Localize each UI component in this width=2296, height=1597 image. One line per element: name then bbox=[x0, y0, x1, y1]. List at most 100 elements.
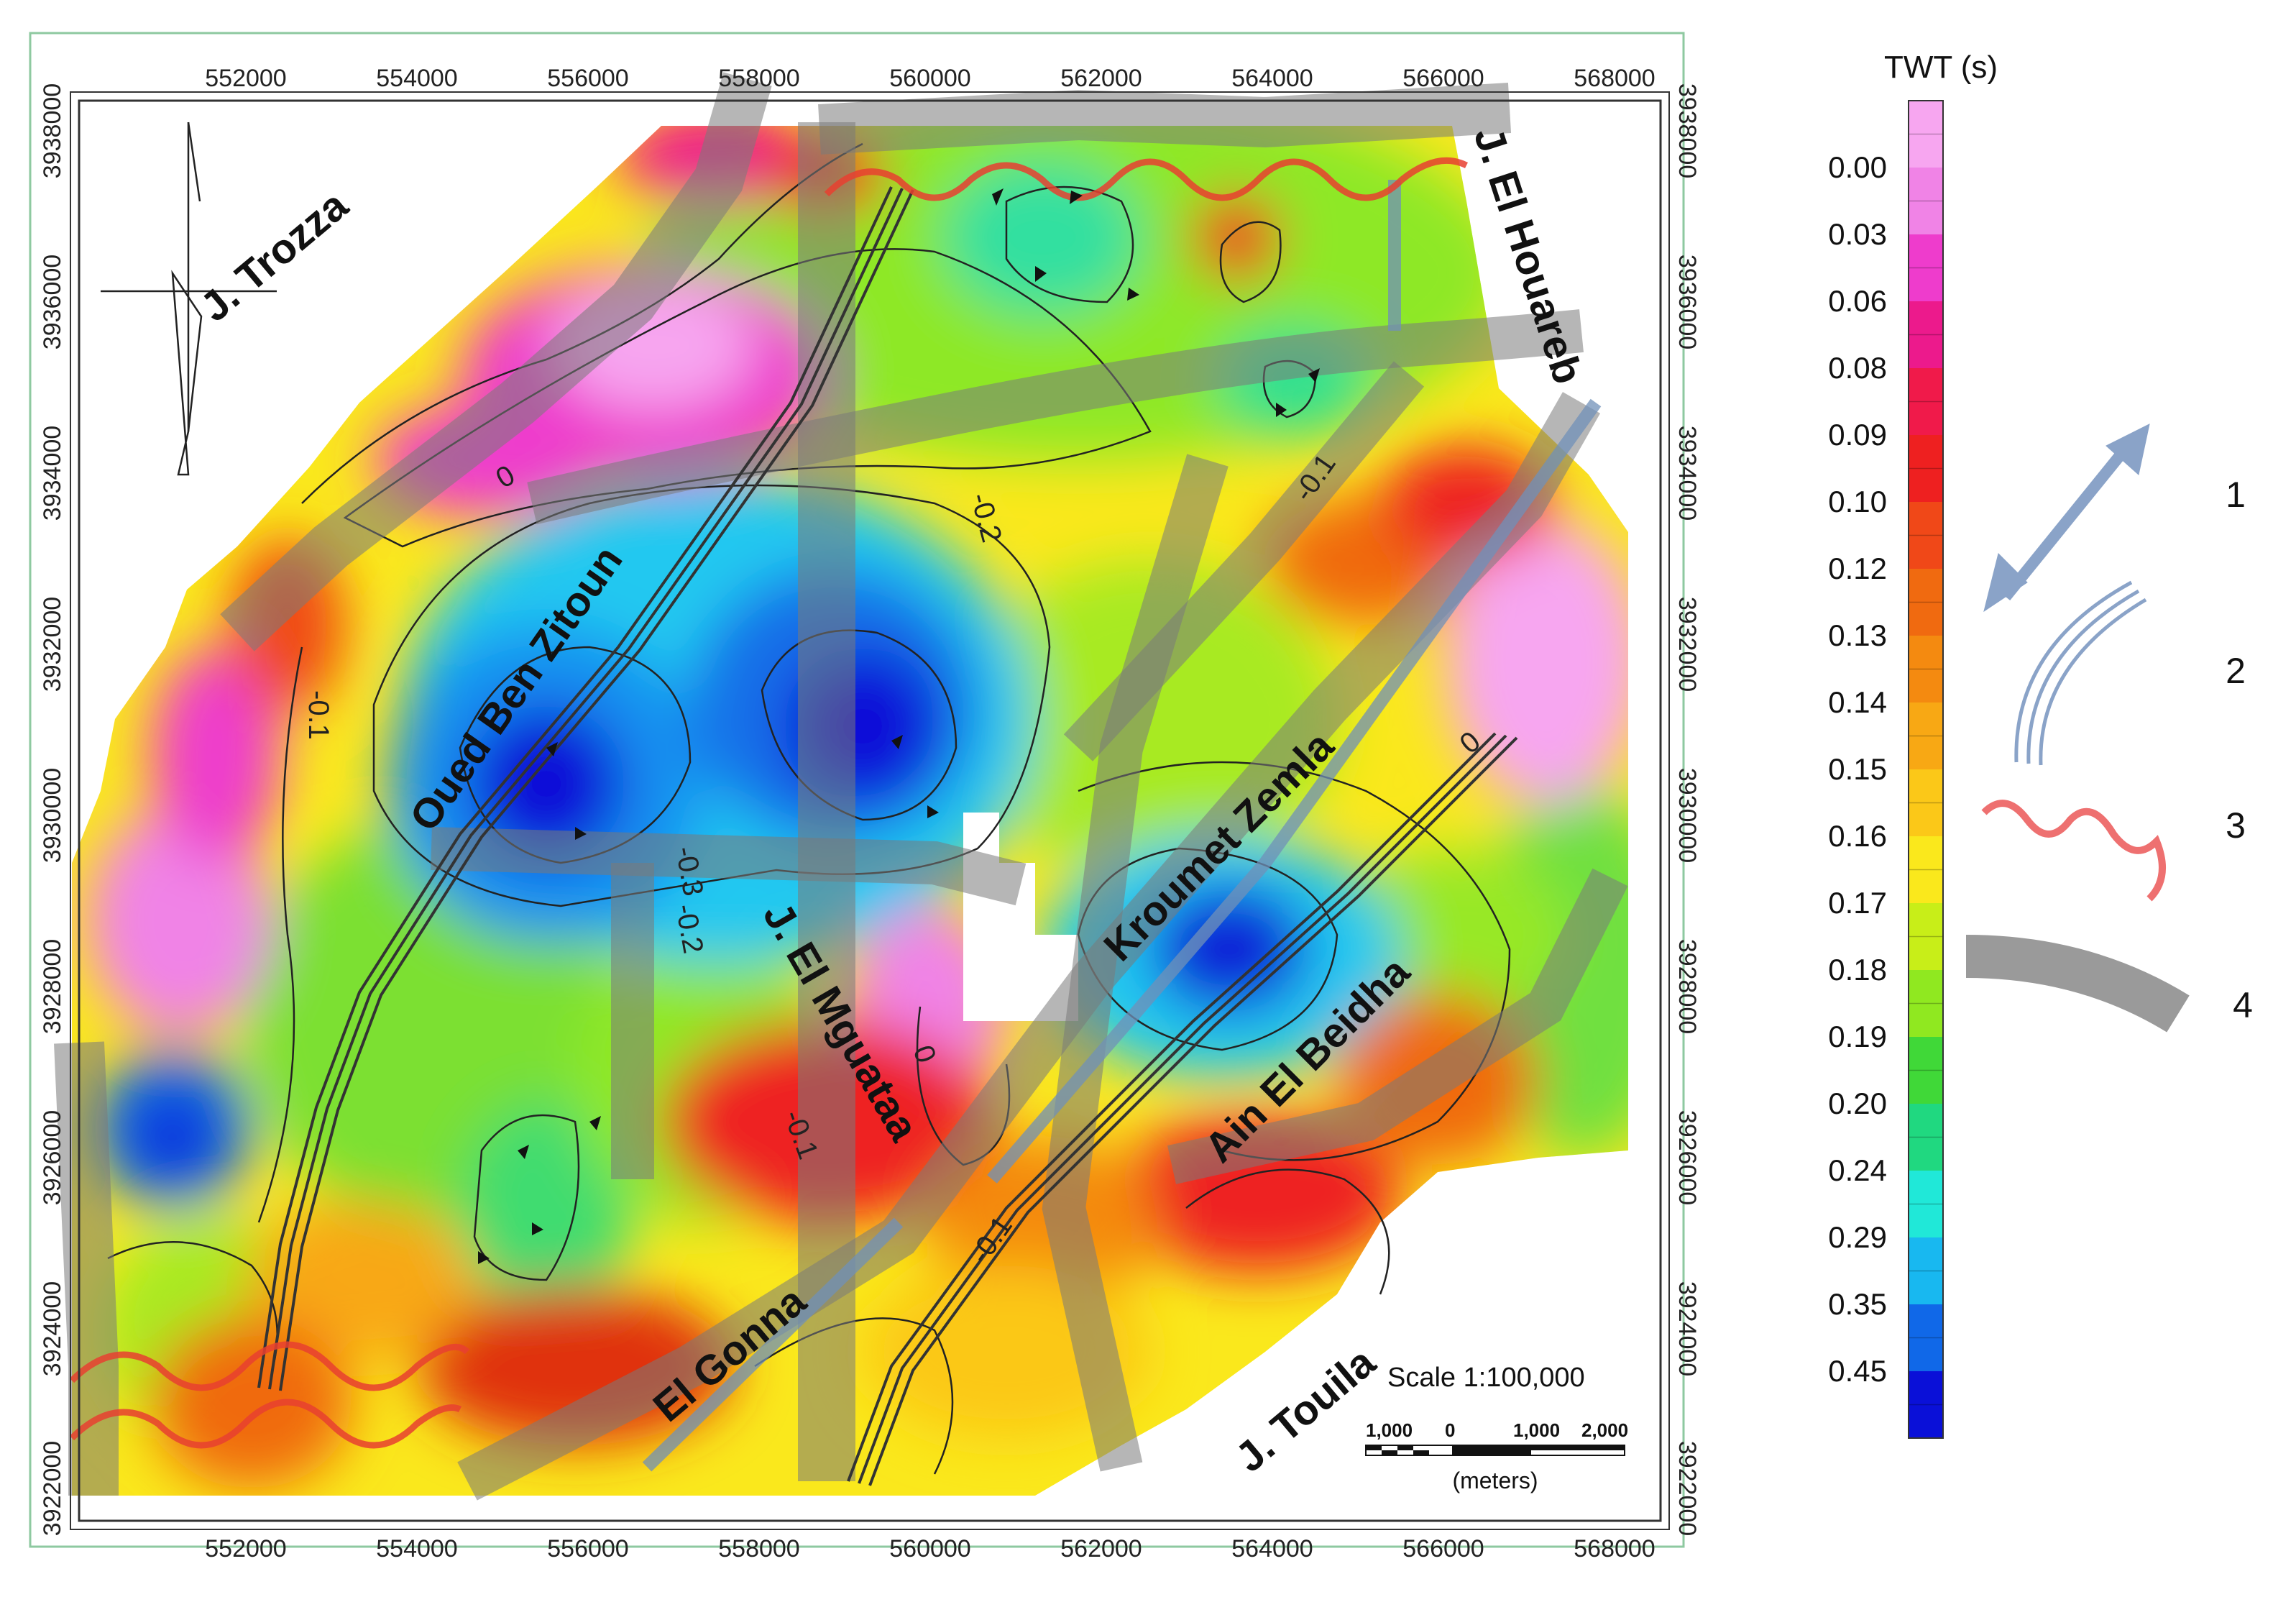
x-axis-bottom: 552000 554000 556000 558000 560000 56200… bbox=[205, 1535, 1655, 1562]
colorbar-label: 0.35 bbox=[1828, 1287, 1887, 1321]
x-tick: 568000 bbox=[1574, 1535, 1655, 1562]
legend-number: 4 bbox=[2233, 985, 2253, 1025]
colorbar-label: 0.00 bbox=[1828, 150, 1887, 184]
y-tick: 3928000 bbox=[1673, 939, 1701, 1034]
colorbar-label: 0.03 bbox=[1828, 217, 1887, 251]
lineaments bbox=[257, 186, 1518, 1486]
y-tick: 3936000 bbox=[1673, 255, 1701, 349]
y-tick: 3926000 bbox=[1673, 1110, 1701, 1205]
y-tick: 3926000 bbox=[39, 1110, 66, 1205]
x-tick: 554000 bbox=[376, 1535, 457, 1562]
y-tick: 3938000 bbox=[1673, 83, 1701, 178]
y-tick: 3930000 bbox=[39, 768, 66, 863]
contour-label: -0.1 bbox=[303, 690, 334, 740]
colorbar-label: 0.29 bbox=[1828, 1220, 1887, 1254]
colorbar-cell bbox=[1909, 1037, 1943, 1104]
figure-frame bbox=[29, 32, 1685, 1548]
y-axis-right: 3938000 3936000 3934000 3932000 3930000 … bbox=[1673, 83, 1701, 1536]
x-tick: 568000 bbox=[1574, 65, 1655, 92]
colorbar-cell bbox=[1909, 301, 1943, 369]
flow-arrows bbox=[642, 180, 1602, 1472]
colorbar-label: 0.10 bbox=[1828, 485, 1887, 518]
gray-band-icon bbox=[1965, 935, 2190, 1033]
colorbar-cell bbox=[1909, 1171, 1943, 1238]
north-arrow-icon bbox=[101, 122, 277, 476]
y-tick: 3932000 bbox=[1673, 597, 1701, 692]
triple-line-icon bbox=[2014, 580, 2147, 766]
colorbar-cell bbox=[1909, 836, 1943, 904]
x-tick: 560000 bbox=[889, 65, 970, 92]
y-tick: 3928000 bbox=[39, 939, 66, 1034]
x-tick: 564000 bbox=[1231, 1535, 1313, 1562]
double-arrow-icon bbox=[1983, 424, 2150, 613]
x-tick: 558000 bbox=[718, 65, 799, 92]
y-tick: 3922000 bbox=[1673, 1441, 1701, 1536]
colorbar-cell bbox=[1909, 168, 1943, 235]
colorbar-cell bbox=[1909, 234, 1943, 302]
x-tick: 556000 bbox=[547, 65, 628, 92]
colorbar-label: 0.09 bbox=[1828, 418, 1887, 452]
y-tick: 3922000 bbox=[39, 1441, 66, 1536]
y-tick: 3930000 bbox=[1673, 768, 1701, 863]
legend-number: 2 bbox=[2226, 651, 2246, 691]
x-tick: 566000 bbox=[1402, 65, 1484, 92]
x-tick: 552000 bbox=[205, 65, 286, 92]
legend: 1 2 3 4 bbox=[1965, 424, 2253, 1033]
colorbar-labels: 0.00 0.03 0.06 0.08 0.09 0.10 0.12 0.13 0.14 0.15… bbox=[1828, 150, 1887, 1388]
colorbar-label: 0.08 bbox=[1828, 351, 1887, 385]
colorbar-cell bbox=[1909, 970, 1943, 1038]
colorbar-label: 0.06 bbox=[1828, 284, 1887, 318]
y-tick: 3924000 bbox=[1673, 1281, 1701, 1376]
legend-number: 1 bbox=[2226, 475, 2246, 515]
x-tick: 558000 bbox=[718, 1535, 799, 1562]
y-tick: 3924000 bbox=[39, 1281, 66, 1376]
x-tick: 562000 bbox=[1060, 1535, 1142, 1562]
y-tick: 3938000 bbox=[39, 83, 66, 178]
colorbar-label: 0.15 bbox=[1828, 752, 1887, 786]
x-tick: 552000 bbox=[205, 1535, 286, 1562]
colorbar-label: 0.17 bbox=[1828, 886, 1887, 920]
scale-tick: 0 bbox=[1445, 1419, 1455, 1441]
y-tick: 3936000 bbox=[39, 255, 66, 349]
colorbar-cell bbox=[1909, 636, 1943, 703]
colorbar-label: 0.45 bbox=[1828, 1354, 1887, 1388]
colorbar-label: 0.12 bbox=[1828, 552, 1887, 585]
colorbar-scale bbox=[1908, 100, 1944, 1439]
scale-tick: 2,000 bbox=[1581, 1419, 1628, 1441]
x-tick: 564000 bbox=[1231, 65, 1313, 92]
colorbar-label: 0.20 bbox=[1828, 1086, 1887, 1120]
y-tick: 3934000 bbox=[1673, 426, 1701, 521]
scale-text: Scale 1:100,000 bbox=[1387, 1363, 1585, 1393]
colorbar-title: TWT (s) bbox=[1884, 50, 1998, 85]
colorbar: TWT (s) 0.00 0.03 0.06 0.08 0.09 0.10 0.12 0.13… bbox=[1828, 50, 1998, 1439]
legend-number: 3 bbox=[2226, 805, 2246, 846]
colorbar-cell bbox=[1909, 1371, 1943, 1439]
colorbar-cell bbox=[1909, 502, 1943, 569]
x-tick: 554000 bbox=[376, 65, 457, 92]
scale-units: (meters) bbox=[1452, 1468, 1538, 1493]
x-tick: 560000 bbox=[889, 1535, 970, 1562]
colorbar-cell bbox=[1909, 1304, 1943, 1372]
x-tick: 562000 bbox=[1060, 65, 1142, 92]
x-tick: 556000 bbox=[547, 1535, 628, 1562]
colorbar-label: 0.16 bbox=[1828, 819, 1887, 853]
place-label-trozza: J. Trozza bbox=[192, 181, 357, 331]
colorbar-cell bbox=[1909, 368, 1943, 436]
map-axes bbox=[70, 91, 1670, 1530]
colorbar-cell bbox=[1909, 1104, 1943, 1171]
scale-bar: Scale 1:100,000 1,000 0 1,000 2,000 (met… bbox=[1365, 1363, 1628, 1493]
wavy-line-icon bbox=[1981, 800, 2166, 902]
colorbar-cell bbox=[1909, 101, 1943, 168]
colorbar-label: 0.19 bbox=[1828, 1020, 1887, 1053]
heatmap bbox=[72, 126, 1628, 1496]
x-axis-top: 552000 554000 556000 558000 560000 56200… bbox=[205, 65, 1655, 92]
colorbar-cell bbox=[1909, 769, 1943, 837]
hachure-marks bbox=[478, 188, 1320, 1264]
x-tick: 566000 bbox=[1402, 1535, 1484, 1562]
colorbar-cell bbox=[1909, 435, 1943, 503]
colorbar-cell bbox=[1909, 569, 1943, 636]
colorbar-label: 0.24 bbox=[1828, 1153, 1887, 1187]
colorbar-cell bbox=[1909, 1237, 1943, 1305]
colorbar-cell bbox=[1909, 703, 1943, 770]
